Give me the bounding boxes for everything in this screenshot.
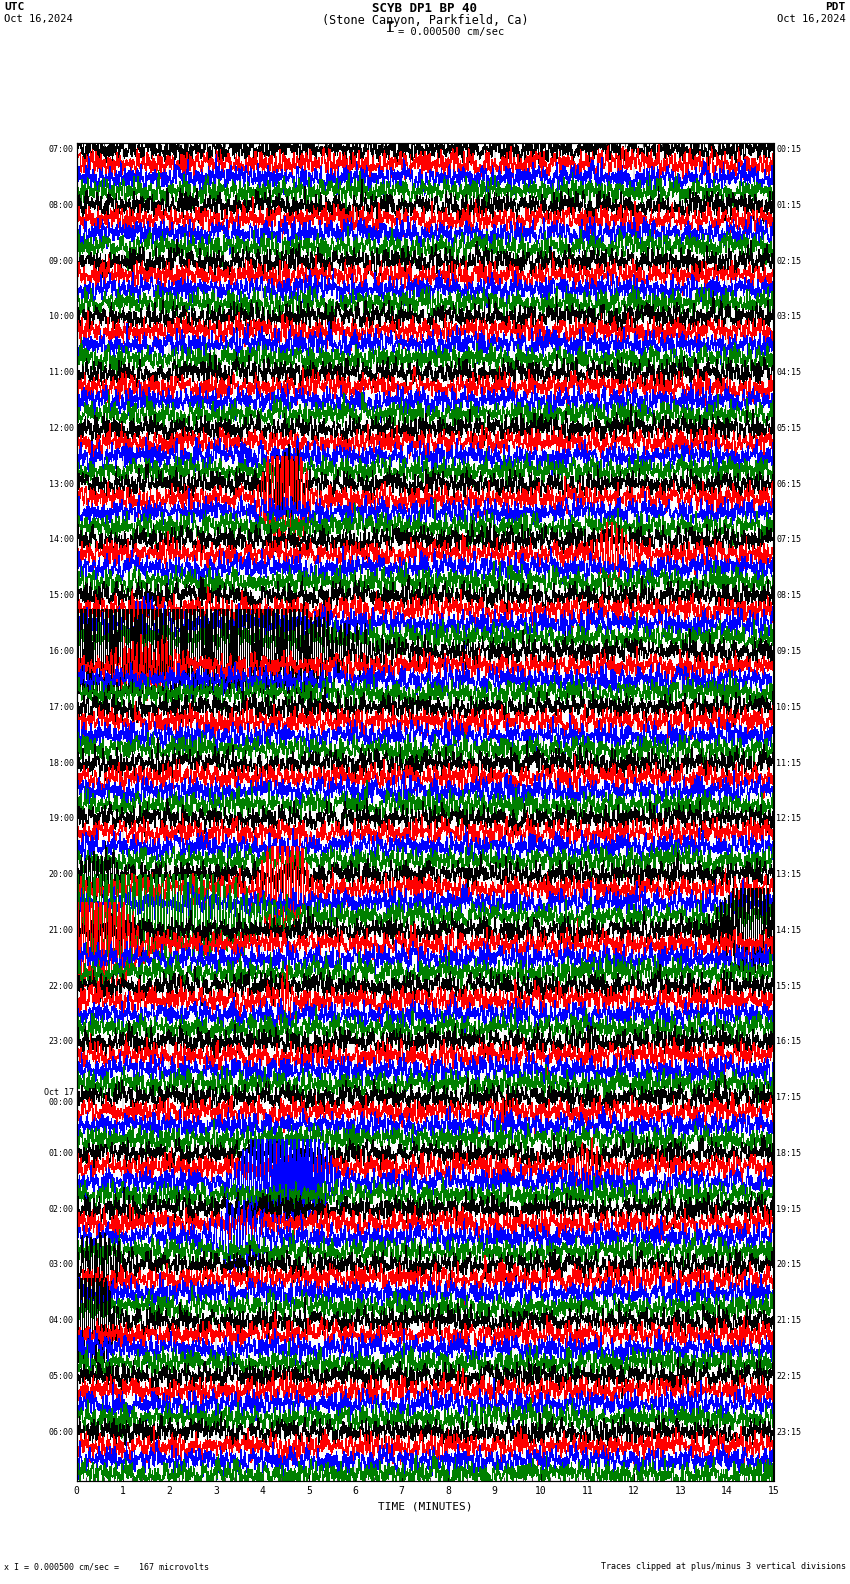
Text: (Stone Canyon, Parkfield, Ca): (Stone Canyon, Parkfield, Ca) bbox=[321, 14, 529, 27]
Text: UTC: UTC bbox=[4, 2, 25, 13]
Text: Traces clipped at plus/minus 3 vertical divisions: Traces clipped at plus/minus 3 vertical … bbox=[601, 1562, 846, 1571]
Text: Oct 16,2024: Oct 16,2024 bbox=[4, 14, 73, 24]
X-axis label: TIME (MINUTES): TIME (MINUTES) bbox=[377, 1502, 473, 1511]
Text: SCYB DP1 BP 40: SCYB DP1 BP 40 bbox=[372, 2, 478, 16]
Text: x I = 0.000500 cm/sec =    167 microvolts: x I = 0.000500 cm/sec = 167 microvolts bbox=[4, 1562, 209, 1571]
Text: = 0.000500 cm/sec: = 0.000500 cm/sec bbox=[398, 27, 504, 36]
Text: PDT: PDT bbox=[825, 2, 846, 13]
Text: Oct 16,2024: Oct 16,2024 bbox=[777, 14, 846, 24]
